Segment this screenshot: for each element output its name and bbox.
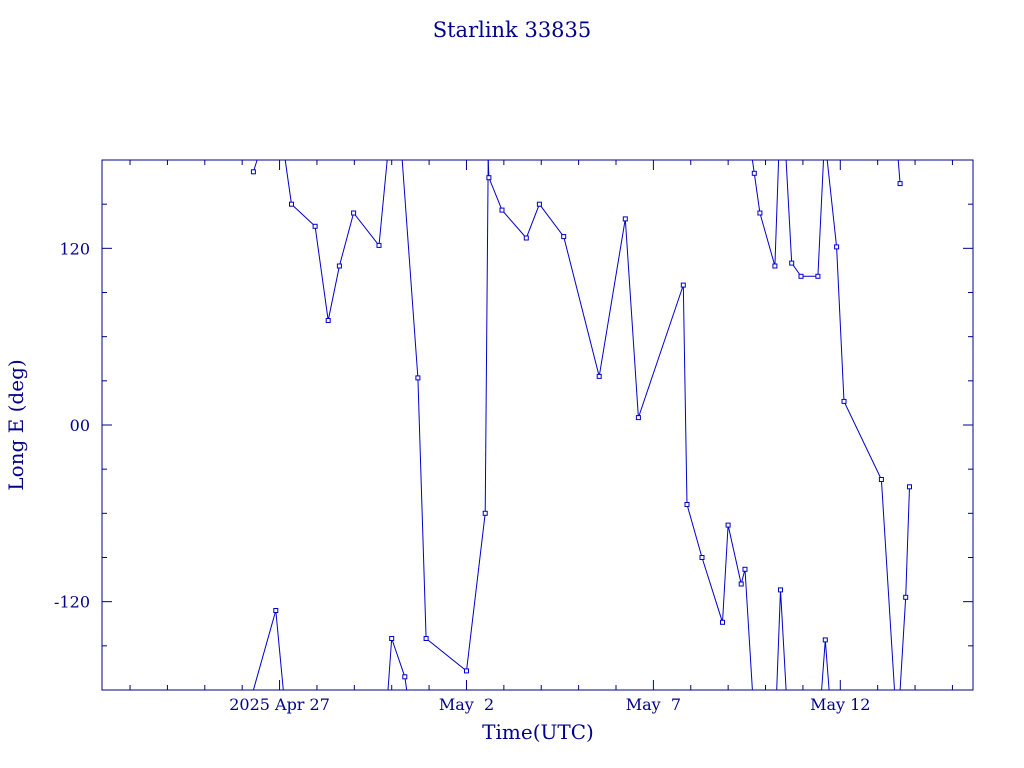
data-point-marker	[402, 674, 408, 680]
y-axis-ticks: 120 00 -120	[54, 159, 973, 691]
data-point-marker	[725, 522, 731, 528]
x-tick-label: May 7	[626, 695, 681, 714]
data-point-marker	[499, 207, 505, 213]
x-tick-label: 2025 Apr 27	[229, 695, 330, 714]
x-tick-label: May 2	[439, 695, 494, 714]
data-point-marker	[815, 273, 821, 279]
data-point-marker	[464, 668, 469, 674]
data-point-marker	[720, 619, 725, 625]
x-axis-label: Time(UTC)	[482, 720, 594, 744]
x-tick-label: May 12	[810, 695, 870, 714]
data-point-marker	[789, 260, 795, 266]
data-point-marker	[903, 594, 909, 600]
series-line-segment	[821, 639, 830, 691]
data-point-marker	[751, 170, 757, 176]
data-point-marker	[273, 608, 279, 613]
data-point-marker	[523, 235, 529, 241]
data-point-marker	[250, 169, 256, 175]
data-point-marker	[907, 484, 912, 490]
data-point-marker	[742, 566, 748, 572]
data-point-marker	[415, 375, 421, 381]
data-point-marker	[596, 373, 602, 379]
data-point-marker	[757, 210, 763, 216]
data-point-marker	[699, 555, 705, 560]
data-point-marker	[289, 201, 294, 207]
data-point-marker	[878, 477, 884, 482]
data-point-marker	[536, 201, 542, 207]
data-point-marker	[684, 502, 690, 507]
data-point-marker	[841, 398, 847, 404]
x-axis-ticks: 2025 Apr 27 May 2 May 7 May 12	[129, 160, 953, 714]
series-line-segment	[751, 159, 780, 267]
data-point-marker	[486, 175, 492, 181]
data-point-marker	[772, 263, 778, 269]
data-point-marker	[622, 216, 628, 222]
y-axis-label: Long E (deg)	[4, 359, 28, 490]
series-line-segment	[785, 159, 824, 277]
data-point-marker	[738, 581, 744, 587]
chart-title: Starlink 33835	[433, 18, 592, 42]
y-tick-label: -120	[54, 593, 90, 612]
plot-frame	[101, 159, 974, 691]
series-line-segment	[776, 589, 787, 691]
series-line-segment	[899, 486, 910, 691]
data-point-marker	[312, 223, 318, 229]
data-point-marker	[635, 415, 641, 421]
series-line-segment	[284, 159, 388, 321]
series-line-segment	[401, 159, 489, 672]
data-point-marker	[798, 273, 804, 279]
data-point-marker	[336, 263, 342, 269]
y-tick-label: 00	[70, 416, 90, 435]
data-point-marker	[482, 510, 488, 516]
marker-layer	[250, 169, 912, 680]
data-point-marker	[351, 210, 357, 216]
data-point-marker	[423, 636, 429, 641]
data-point-marker	[822, 637, 828, 643]
data-point-marker	[376, 242, 382, 248]
data-point-marker	[897, 181, 903, 187]
data-point-marker	[778, 587, 783, 593]
series-layer	[252, 159, 910, 691]
series-line-segment	[387, 638, 408, 691]
data-point-marker	[561, 234, 567, 240]
series-line-segment	[826, 159, 895, 691]
data-point-marker	[389, 636, 395, 641]
series-line-segment	[897, 159, 901, 184]
data-point-marker	[834, 244, 840, 250]
data-point-marker	[680, 282, 686, 288]
series-line-segment	[252, 610, 284, 691]
y-tick-label: 120	[59, 239, 90, 258]
data-point-marker	[325, 318, 331, 323]
